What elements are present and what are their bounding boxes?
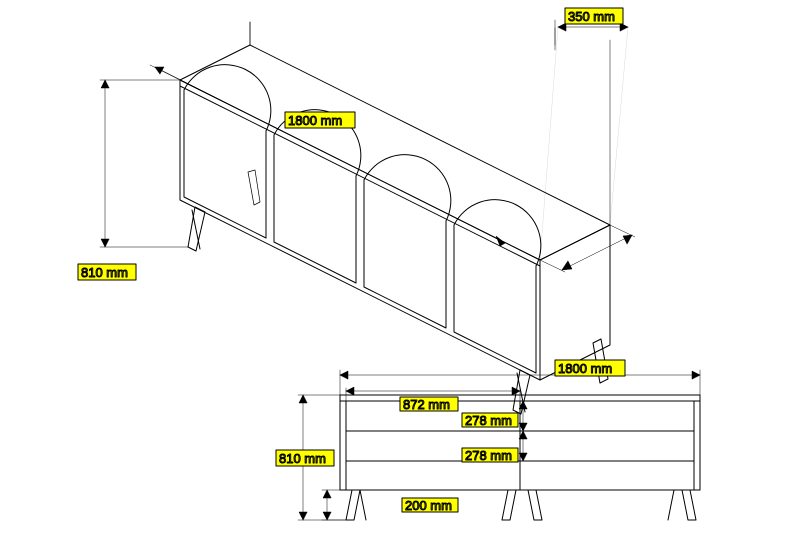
dim-front-shelf2: 278 mm — [465, 448, 512, 463]
dim-front-leg: 200 mm — [405, 498, 452, 513]
dim-front-inner: 872 mm — [403, 397, 450, 412]
dim-front-width: 1800 mm — [558, 361, 612, 376]
dim-front-height: 810 mm — [279, 451, 326, 466]
dim-iso-width: 1800 mm — [288, 113, 342, 128]
dim-iso-height: 810 mm — [81, 265, 128, 280]
dim-iso-depth: 350 mm — [568, 9, 615, 24]
dim-front-shelf1: 278 mm — [465, 413, 512, 428]
